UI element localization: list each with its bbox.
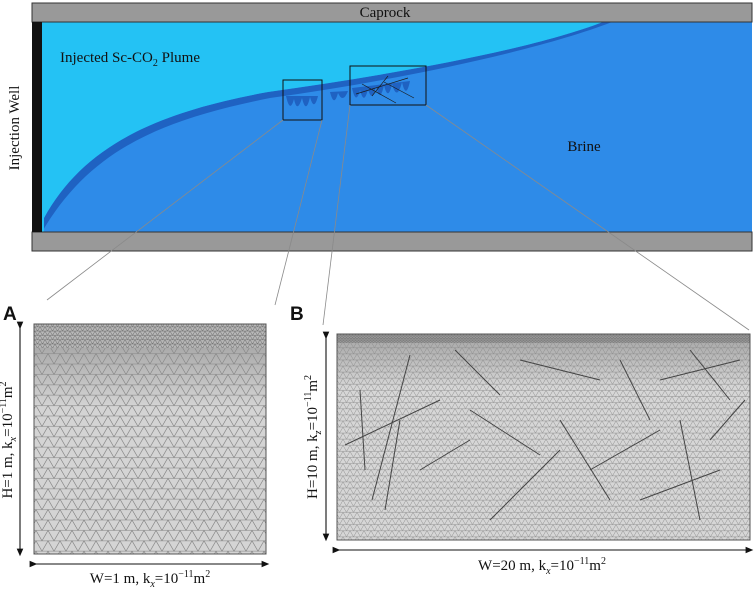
zoom-connectors: [46, 104, 750, 331]
zoom-box-b: [349, 65, 427, 106]
panel-a-mesh: [33, 323, 267, 555]
caprock-bottom: [31, 231, 753, 252]
fingering-zone: [286, 81, 410, 107]
panel-b-fractures: [344, 349, 746, 521]
caprock-top: [31, 2, 753, 23]
injection-well: [32, 22, 42, 232]
zoom-box-a: [282, 79, 323, 121]
panel-b-letter: B: [290, 304, 304, 325]
caprock-label: Caprock: [360, 5, 411, 21]
plume-label: Injected Sc-CO2 Plume: [60, 50, 200, 69]
panel-b-height-label: H=10 m, kz=10−11m2: [303, 375, 324, 499]
panel-a-letter: A: [3, 304, 17, 325]
injection-well-label: Injection Well: [7, 86, 23, 171]
plume-region: [42, 22, 603, 232]
fracture-lines-reservoir: [355, 75, 415, 104]
panel-a-width-label: W=1 m, kx=10−11m2: [90, 569, 210, 589]
panel-a-height-label: H=1 m, kx=10−11m2: [0, 381, 19, 498]
brine-label: Brine: [567, 139, 601, 155]
panel-b-mesh: [336, 333, 751, 541]
plume-interface: [42, 22, 612, 232]
panel-b-width-label: W=20 m, kx=10−11m2: [478, 556, 606, 577]
